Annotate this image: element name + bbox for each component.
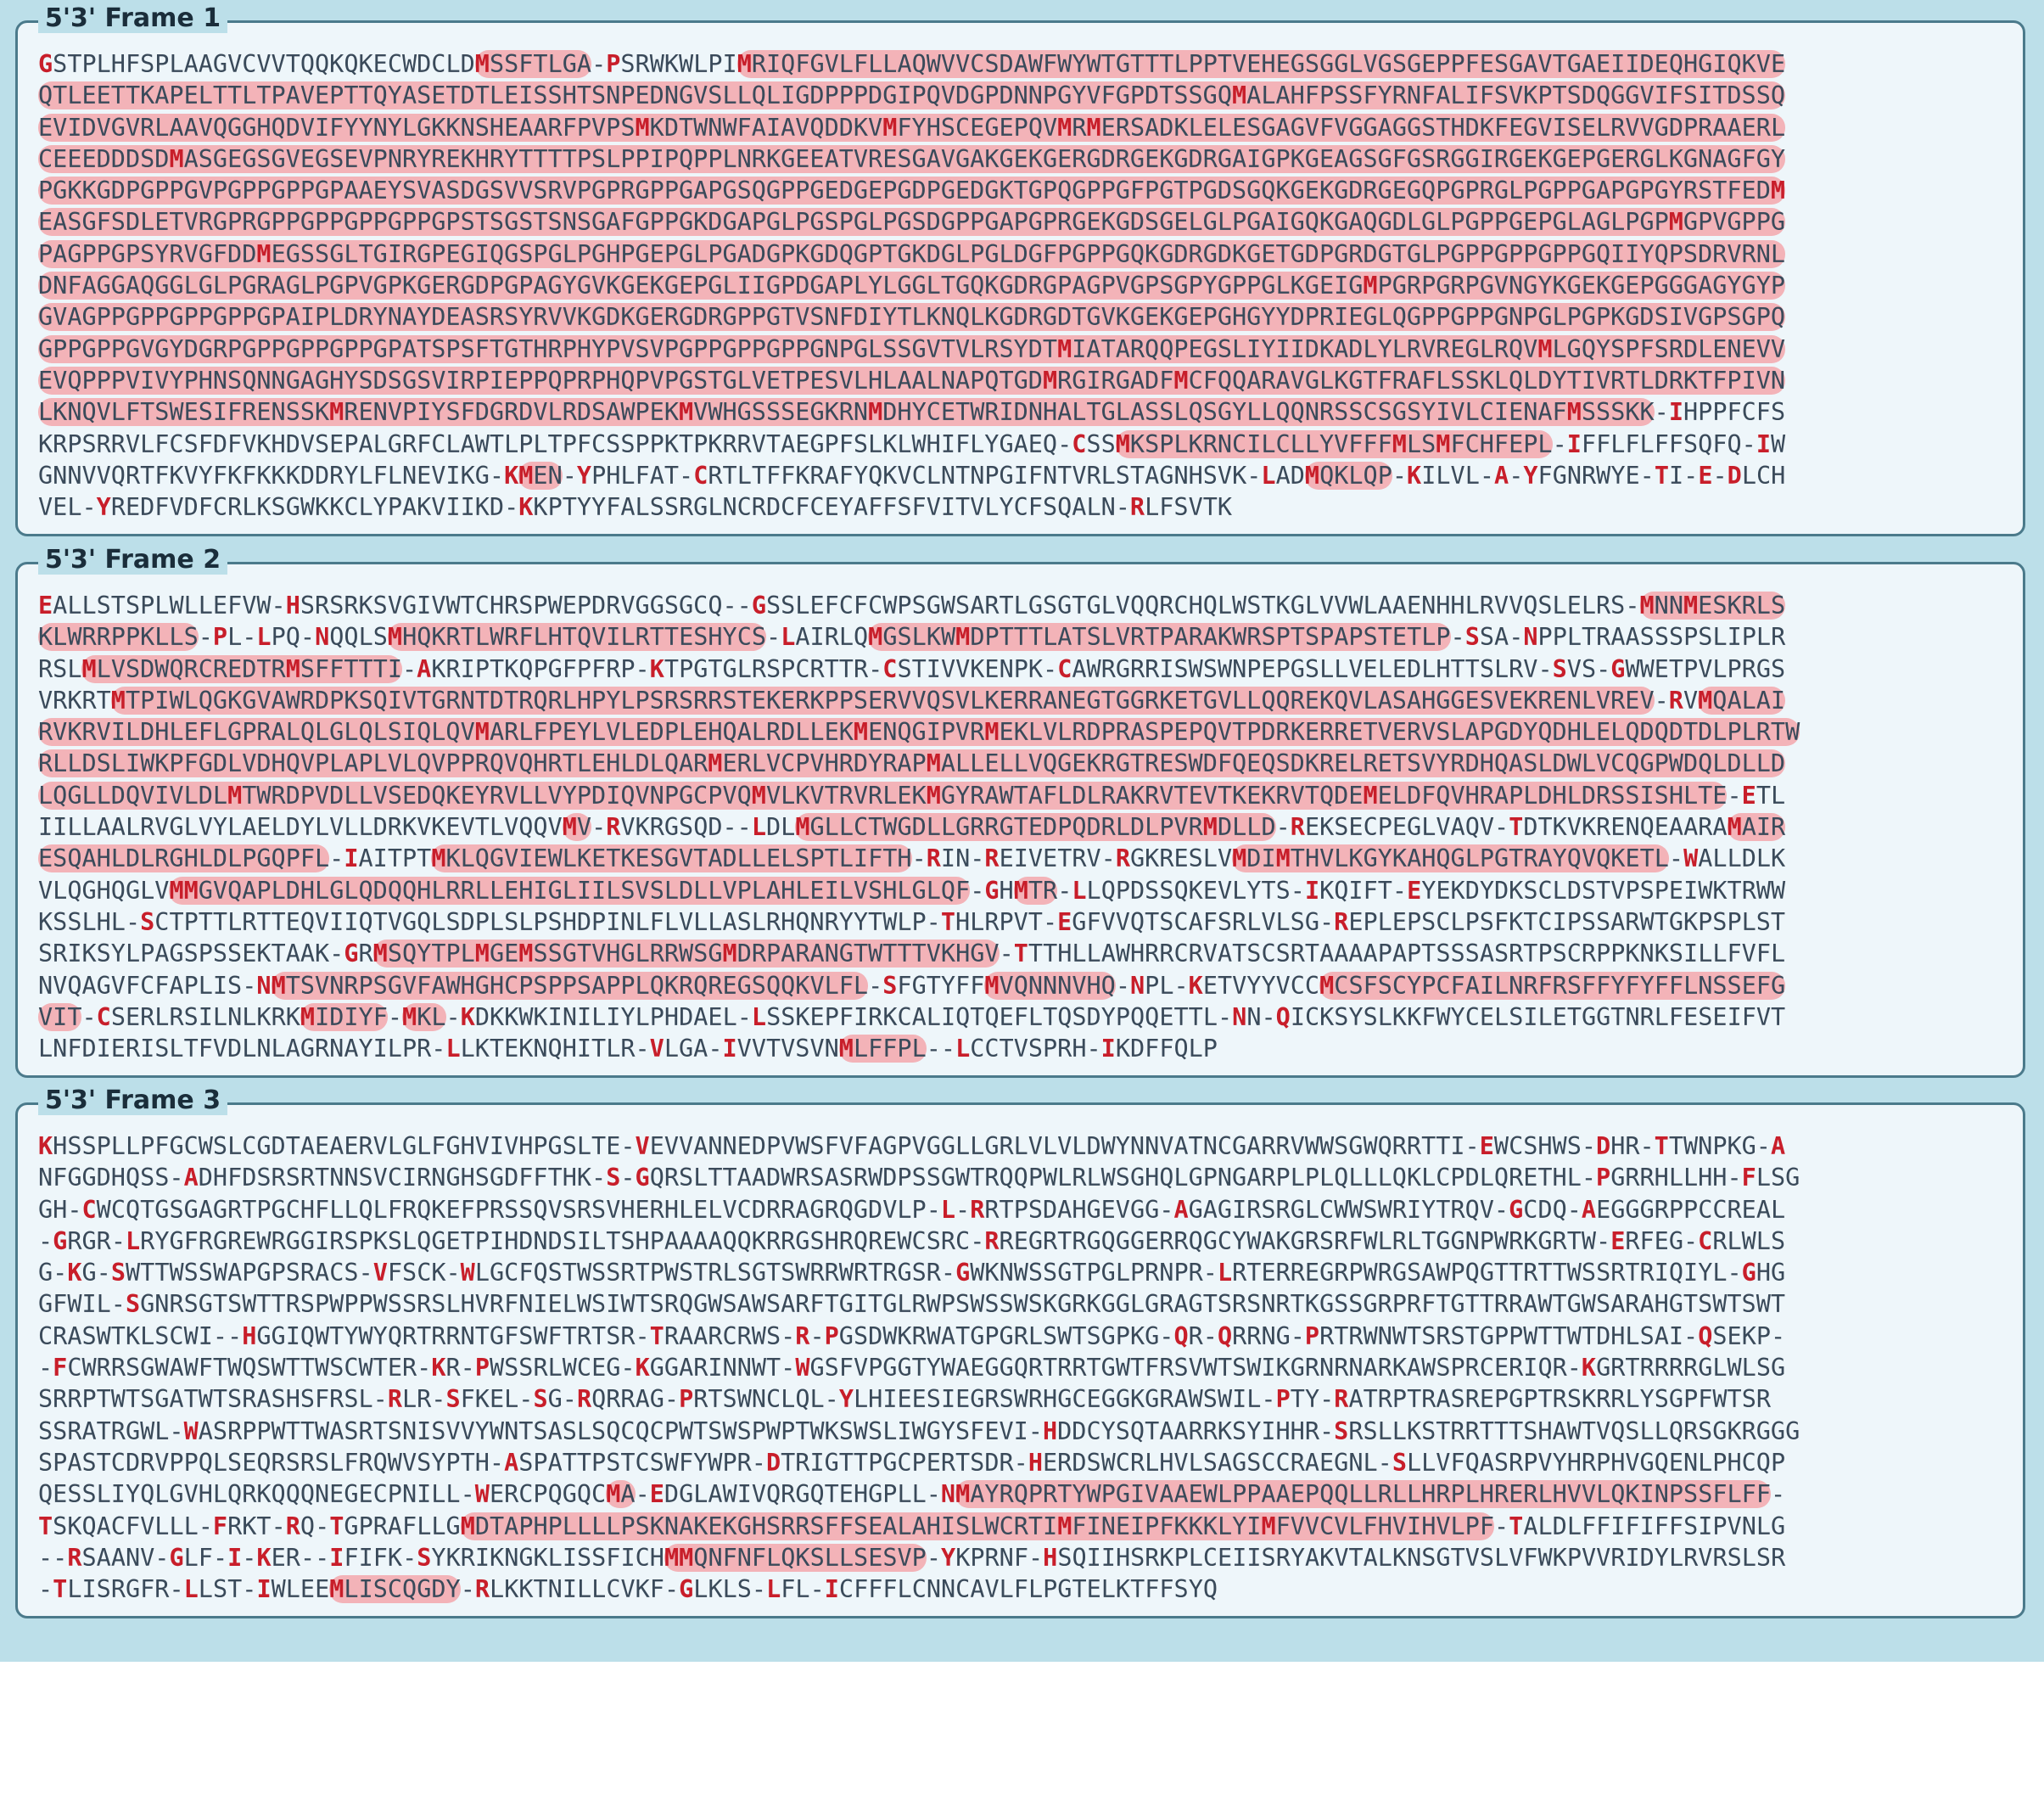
orf-highlight: QTLEETTKAPELTTLTPAVEPTTQYASETDTLEISSHTSN… [38, 81, 1786, 110]
orf-highlight: PAGPPGPSYRVGFDDMEGSSGLTGIRGPEGIQGSPGLPGH… [38, 239, 1786, 268]
orf-highlight: MGSLKWMDPTTTLATSLVRTPARAKWRSPTSPAPSTETLP [868, 623, 1451, 652]
orf-highlight: MQALAI [1698, 686, 1786, 715]
orf-highlight: MTSVNRPSGVFAWHGHCPSPPSAPPLQKRQREGSQQKVLF… [271, 971, 869, 1000]
orf-highlight: MVQNNNVHQ [984, 971, 1116, 1000]
orf-highlight: EASGFSDLETVRGPRGPPGPPGPPGPPGPSTSGSTSNSGA… [38, 208, 1786, 237]
orf-highlight: MAYRQPRTYWPGIVAAEWLPPAAEPQQLLRLLHRPLHRER… [955, 1480, 1771, 1509]
frame-panel-1: 5'3' Frame 1 GSTPLHFSPLAAGVCVVTQQKQKECWD… [15, 4, 2025, 536]
orf-highlight: MMQNFNFLQKSLLSESVP [664, 1543, 927, 1572]
orf-highlight: MSSFTLGA [474, 50, 592, 78]
frame-title: 5'3' Frame 2 [38, 546, 228, 575]
orf-highlight: MV [562, 813, 592, 842]
orf-highlight: MRIQFGVLFLLAQWVVCSDAWFWYWTGTTTLPPTVEHEGS… [736, 50, 1786, 78]
orf-highlight: RLLDSLIWKPFGDLVDHQVPLAPLVLQVPPRQVQHRTLEH… [38, 749, 1786, 778]
orf-highlight: DNFAGGAQGGLGLPGRAGLPGPVGPKGERGDPGPAGYGVK… [38, 272, 1786, 300]
orf-highlight: MAIR [1727, 813, 1786, 842]
orf-highlight: RVKRVILDHLEFLGPRALQLGLQLSIQLQVMARLFPEYLV… [38, 718, 1800, 747]
orf-highlight: MA [606, 1480, 636, 1509]
sequence-text[interactable]: KHSSPLLPFGCWSLCGDTAEAERVLGLFGHVIVHPGSLTE… [38, 1132, 1800, 1604]
frame-panel-3: 5'3' Frame 3 KHSSPLLPFGCWSLCGDTAEAERVLGL… [15, 1086, 2025, 1618]
orf-highlight: PGKKGDPGPPGVPGPPGPPGPAAEYSVASDGSVVSRVPGP… [38, 177, 1786, 205]
orf-highlight: GVAGPPGPPGPPGPPGPAIPLDRYNAYDEASRSYRVVKGD… [38, 303, 1786, 332]
sequence-text[interactable]: EALLSTSPLWLLEFVW-HSRSRKSVGIVWTCHRSPWEPDR… [38, 592, 1800, 1063]
orf-highlight: MCSFSCYPCFAILNRFRSFFYFYFFLNSSEFG [1319, 971, 1786, 1000]
frame-panel-2: 5'3' Frame 2 EALLSTSPLWLLEFVW-HSRSRKSVGI… [15, 546, 2025, 1078]
orf-highlight: MTPIWLQGKGVAWRDPKSQIVTGRNTDTRQRLHPYLPSRS… [110, 686, 1655, 715]
frame-title: 5'3' Frame 3 [38, 1086, 228, 1115]
orf-viewer: 5'3' Frame 1 GSTPLHFSPLAAGVCVVTQQKQKECWD… [0, 0, 2044, 1662]
orf-highlight: MKLQGVIEWLKETKESGVTADLLELSPTLIFTH [431, 844, 912, 873]
orf-highlight: MMGVQAPLDHLGLQDQQHLRRLLEHIGLIILSVSLDLLVP… [169, 876, 971, 905]
orf-highlight: MNNMESKRLS [1639, 592, 1786, 620]
orf-highlight: MLFFPL [838, 1035, 927, 1063]
orf-highlight: CEEEDDDSDMASGEGSGVEGSEVPNRYREKHRYTTTTPSL… [38, 144, 1786, 173]
orf-highlight: ESQAHLDLRGHLDLPGQPFL [38, 844, 330, 873]
orf-highlight: EVIDVGVRLAAVQGGHQDVIFYYNYLGKKNSHEAARFPVP… [38, 113, 1786, 142]
orf-highlight: MLVSDWQRCREDTRMSFFTTTI [81, 654, 402, 683]
orf-highlight: MKL [402, 1002, 446, 1031]
orf-highlight: MHQKRTLWRFLHTQVILRTTESHYCS [387, 623, 767, 652]
orf-highlight: LQGLLDQVIVLDLMTWRDPVDLLVSEDQKEYRVLLVYPDI… [38, 781, 1728, 810]
orf-highlight: MLISCQGDY [329, 1575, 461, 1604]
orf-highlight: MGLLCTWGDLLGRRGTEDPQDRLDLPVRMDLLD [795, 813, 1276, 842]
orf-highlight: MDIMTHVLKGYKAHQGLPGTRAYQVQKETL [1232, 844, 1669, 873]
sequence-text[interactable]: GSTPLHFSPLAAGVCVVTQQKQKECWDCLDMSSFTLGA-P… [38, 50, 1786, 522]
orf-highlight: MEN [518, 461, 563, 490]
orf-highlight: KLWRRPPKLLS [38, 623, 199, 652]
orf-highlight: MQKLQP [1304, 461, 1392, 490]
orf-highlight: MIDIYF [300, 1002, 388, 1031]
frame-title: 5'3' Frame 1 [38, 4, 228, 33]
orf-highlight: MDTAPHPLLLLPSKNAKEKGHSRRSFFSEALAHISLWCRT… [460, 1512, 1494, 1540]
orf-highlight: MKSPLKRNCILCLLYVFFFMLSMFCHFEPL [1115, 429, 1553, 458]
orf-highlight: MTR [1013, 876, 1058, 905]
orf-highlight: LKNQVLFTSWESIFRENSSKMRENVPIYSFDGRDVLRDSA… [38, 398, 1655, 427]
orf-highlight: MSQYTPLMGEMSSGTVHGLRRWSGMDRPARANGTWTTTVK… [372, 940, 1000, 968]
orf-highlight: VIT [38, 1002, 82, 1031]
orf-highlight: GPPGPPGVGYDGRPGPPGPPGPPGPATSPSFTGTHRPHYP… [38, 334, 1786, 363]
orf-highlight: EVQPPPVIVYPHNSQNNGAGHYSDSGSVIRPIEPPQPRPH… [38, 366, 1786, 395]
